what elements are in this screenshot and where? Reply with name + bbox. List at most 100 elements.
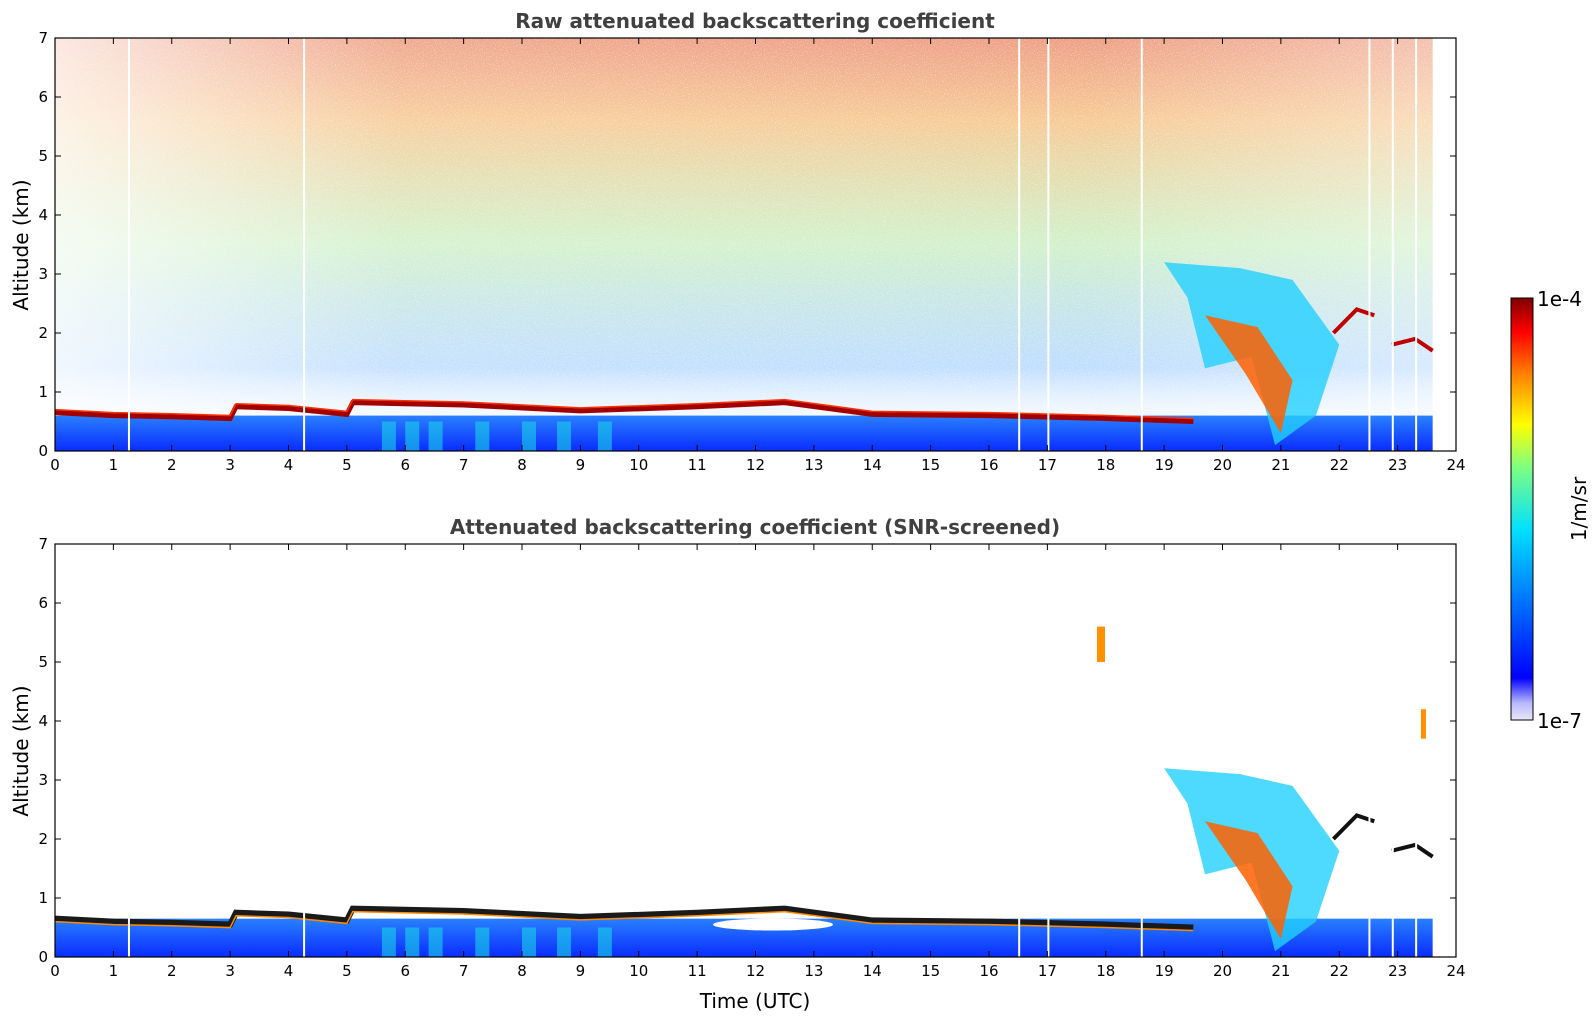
late-cloud-line [1331, 813, 1375, 841]
x-tick-label: 5 [342, 456, 352, 474]
panel2-ylabel: Altitude (km) [9, 685, 33, 816]
x-tick-label: 24 [1446, 456, 1465, 474]
x-tick-label: 2 [167, 962, 177, 980]
x-tick-label: 18 [1096, 962, 1115, 980]
x-tick-label: 4 [284, 962, 294, 980]
raw-cloud-marks [55, 38, 1434, 451]
data-gap [127, 38, 130, 451]
x-tick-label: 13 [804, 962, 823, 980]
x-tick-label: 22 [1330, 962, 1349, 980]
data-gap [1047, 544, 1050, 957]
data-gap [1391, 38, 1394, 451]
y-tick-label: 4 [38, 712, 48, 730]
x-tick-label: 6 [400, 962, 410, 980]
precip-streak [381, 421, 396, 451]
x-tick-label: 20 [1213, 962, 1232, 980]
x-tick-label: 8 [517, 456, 527, 474]
precip-streak [522, 927, 536, 957]
late-cloud-line [1391, 842, 1434, 859]
x-tick-label: 3 [225, 962, 235, 980]
data-gap [1415, 38, 1418, 451]
x-tick-label: 1 [109, 962, 119, 980]
precip-streak [557, 421, 572, 451]
x-tick-label: 0 [50, 962, 60, 980]
cloud-base-edge [55, 910, 1194, 932]
x-tick-label: 15 [921, 456, 940, 474]
raw-noise-field [55, 38, 1433, 451]
x-tick-label: 13 [804, 456, 823, 474]
y-tick-label: 2 [38, 830, 48, 848]
y-tick-label: 5 [38, 147, 48, 165]
x-tick-label: 9 [576, 456, 586, 474]
precip-streak [475, 927, 490, 957]
x-tick-label: 11 [688, 962, 707, 980]
x-tick-label: 16 [979, 456, 998, 474]
x-tick-label: 1 [109, 456, 119, 474]
screened-cloud-marks [55, 544, 1434, 957]
x-tick-label: 6 [400, 456, 410, 474]
x-tick-label: 12 [746, 962, 765, 980]
precip-streak [405, 927, 420, 957]
panel2-y-axis: 0 1 2 3 4 5 6 7 [38, 535, 1456, 966]
x-tick-label: 23 [1388, 456, 1407, 474]
x-tick-label: 23 [1388, 962, 1407, 980]
x-tick-label: 7 [459, 962, 469, 980]
x-tick-label: 22 [1330, 456, 1349, 474]
precip-streak [428, 927, 443, 957]
panel2-xlabel: Time (UTC) [699, 989, 811, 1013]
precip-streak [428, 421, 443, 451]
colorbar-min-label: 1e-7 [1537, 709, 1582, 733]
precip-streak [597, 421, 612, 451]
x-tick-label: 24 [1446, 962, 1465, 980]
precip-streak [597, 927, 612, 957]
panel1-ylabel: Altitude (km) [9, 179, 33, 310]
x-tick-label: 17 [1038, 456, 1057, 474]
panel1-x-axis: 0 1 2 3 4 5 6 7 8 9 10 11 12 13 14 15 16 17 18 19 20 21 22 23 24 [50, 38, 1466, 474]
screened-hole [713, 918, 834, 931]
y-tick-label: 7 [38, 29, 48, 47]
high-cloud [1096, 626, 1105, 662]
y-tick-label: 4 [38, 206, 48, 224]
y-tick-label: 1 [38, 889, 48, 907]
x-tick-label: 10 [629, 456, 648, 474]
cloud-system-core [1204, 315, 1293, 434]
data-gap [1368, 544, 1371, 957]
panel1-title: Raw attenuated backscattering coefficien… [515, 9, 995, 33]
y-tick-label: 1 [38, 383, 48, 401]
panel2-x-axis: 0 1 2 3 4 5 6 7 8 9 10 11 12 13 14 15 16 17 18 19 20 21 22 23 24 [50, 544, 1466, 980]
noise-speckle [55, 38, 1433, 451]
cloud-base-line [55, 400, 1194, 424]
x-tick-label: 21 [1271, 962, 1290, 980]
precip-streak [381, 927, 396, 957]
data-gap [1391, 544, 1394, 957]
y-tick-label: 5 [38, 653, 48, 671]
data-gap [1140, 38, 1143, 451]
data-gap [1047, 38, 1050, 451]
x-tick-label: 19 [1155, 456, 1174, 474]
x-tick-label: 0 [50, 456, 60, 474]
x-tick-label: 17 [1038, 962, 1057, 980]
high-cloud [1420, 709, 1426, 739]
y-tick-label: 6 [38, 594, 48, 612]
x-tick-label: 21 [1271, 456, 1290, 474]
y-tick-label: 0 [38, 442, 48, 460]
data-gap [1140, 544, 1143, 957]
x-tick-label: 2 [167, 456, 177, 474]
x-tick-label: 19 [1155, 962, 1174, 980]
y-tick-label: 6 [38, 88, 48, 106]
precip-streak [557, 927, 572, 957]
data-gap [1415, 544, 1418, 957]
y-tick-label: 2 [38, 324, 48, 342]
x-tick-label: 5 [342, 962, 352, 980]
panel-screened: Attenuated backscattering coefficient (S… [9, 515, 1466, 1013]
x-tick-label: 14 [863, 962, 882, 980]
x-tick-label: 3 [225, 456, 235, 474]
colorbar-gradient [1510, 297, 1534, 721]
x-tick-label: 9 [576, 962, 586, 980]
cloud-base-edge [55, 398, 1194, 420]
x-tick-label: 11 [688, 456, 707, 474]
x-tick-label: 15 [921, 962, 940, 980]
panel2-title: Attenuated backscattering coefficient (S… [450, 515, 1060, 539]
y-tick-label: 7 [38, 535, 48, 553]
